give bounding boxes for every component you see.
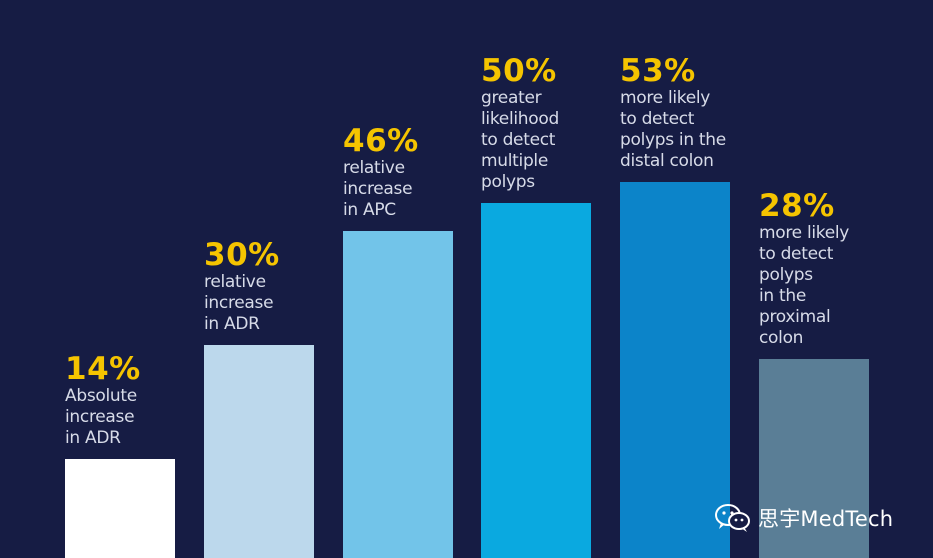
category-label: relative increase in ADR	[204, 272, 274, 334]
bar-3	[343, 231, 453, 558]
bar-label-1: 14% Absolute increase in ADR	[65, 352, 205, 449]
bar-label-6: 28% more likely to detect polyps in the p…	[759, 189, 899, 349]
value-label: 46%	[343, 123, 419, 159]
value-label: 28%	[759, 188, 835, 224]
bar-5	[620, 182, 730, 558]
bar-label-4: 50% greater likelihood to detect multiple…	[481, 54, 621, 193]
category-label: more likely to detect polyps in the dist…	[620, 88, 726, 171]
category-label: greater likelihood to detect multiple po…	[481, 88, 559, 192]
bar-label-5: 53% more likely to detect polyps in the d…	[620, 54, 760, 172]
bar-4	[481, 203, 591, 558]
bar-label-2: 30% relative increase in ADR	[204, 238, 344, 335]
value-label: 53%	[620, 53, 696, 89]
value-label: 30%	[204, 237, 280, 273]
watermark-text: 思宇MedTech	[758, 507, 894, 531]
value-label: 50%	[481, 53, 557, 89]
bar-label-3: 46% relative increase in APC	[343, 124, 483, 221]
bar-6	[759, 359, 869, 558]
category-label: more likely to detect polyps in the prox…	[759, 223, 850, 348]
wechat-icon	[715, 504, 750, 532]
value-label: 14%	[65, 351, 141, 387]
category-label: Absolute increase in ADR	[65, 386, 137, 448]
watermark: 思宇MedTech	[714, 502, 893, 534]
bar-1	[65, 459, 175, 558]
category-label: relative increase in APC	[343, 158, 413, 220]
bar-2	[204, 345, 314, 558]
